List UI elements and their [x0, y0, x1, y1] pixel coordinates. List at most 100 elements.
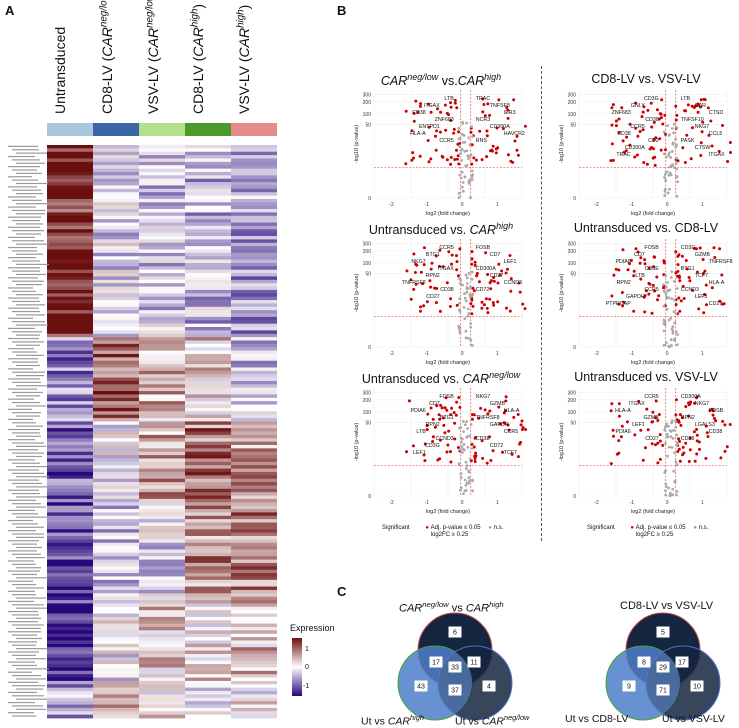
heatmap-cell	[47, 707, 93, 712]
heatmap-cell	[185, 175, 231, 180]
ns-point	[667, 296, 671, 300]
heatmap-cell	[231, 397, 277, 402]
ns-point	[468, 434, 471, 438]
heatmap-cell	[231, 414, 277, 419]
gene-label-mark	[16, 496, 47, 498]
x-tick-label: 1	[496, 202, 499, 208]
gene-label: CCR5	[504, 429, 518, 435]
ns-legend-text: n.s.	[493, 525, 504, 531]
heatmap-cell	[93, 704, 139, 709]
heatmap-cell	[47, 360, 93, 365]
heatmap-cell	[139, 485, 185, 490]
ns-point	[664, 341, 668, 345]
heatmap-cell	[139, 202, 185, 207]
heatmap-cell	[185, 667, 231, 672]
gene-label-mark	[16, 304, 45, 306]
y-tick-label: 50	[570, 123, 576, 129]
heatmap-cell	[185, 653, 231, 658]
heatmap-cell	[139, 532, 185, 537]
significant-point	[658, 433, 662, 437]
ns-point	[675, 493, 678, 497]
heatmap-cell	[185, 145, 231, 149]
heatmap-cell	[47, 552, 93, 557]
ns-point	[672, 280, 676, 283]
heatmap-cell	[93, 451, 139, 456]
significant-point	[612, 434, 615, 438]
ns-point	[664, 424, 668, 428]
gene-label: FOSB	[644, 245, 659, 251]
significant-point	[449, 450, 452, 454]
heatmap-cell	[231, 411, 277, 416]
heatmap-cell	[139, 640, 185, 645]
significant-point	[502, 411, 506, 415]
heatmap-cell	[139, 249, 185, 254]
heatmap-cell	[93, 512, 139, 517]
y-axis-title: -log10 (p-value)	[559, 274, 565, 313]
heatmap-cell	[93, 660, 139, 665]
y-tick-label: 50	[365, 272, 371, 278]
significant-point	[620, 106, 624, 110]
heatmap-cell	[231, 357, 277, 362]
significant-point	[687, 414, 691, 418]
heatmap-cell	[231, 236, 277, 240]
heatmap-cell	[139, 428, 185, 432]
significant-point	[457, 130, 460, 134]
gene-label-mark	[16, 648, 47, 650]
gene-label: PASK	[681, 138, 695, 144]
significant-point	[702, 311, 706, 315]
heatmap-cell	[139, 259, 185, 264]
ns-point	[464, 273, 468, 277]
heatmap-cell	[185, 286, 231, 291]
gene-label: FOSB	[439, 394, 454, 400]
heatmap-cell	[93, 444, 139, 449]
significant-point	[436, 107, 440, 111]
significant-point	[470, 143, 474, 147]
significant-point	[645, 407, 649, 411]
gene-label-mark	[8, 337, 39, 340]
significant-point	[455, 148, 458, 152]
heatmap-cell	[185, 148, 231, 153]
heatmap-cell	[139, 212, 185, 217]
significant-point	[609, 159, 613, 163]
heatmap-cell	[139, 340, 185, 345]
heatmap-cell	[231, 205, 277, 210]
heatmap-cell	[139, 707, 185, 712]
significant-point	[447, 429, 451, 433]
ns-point	[467, 476, 471, 479]
significant-point	[652, 138, 656, 142]
significant-point	[657, 413, 661, 416]
gene-label-mark	[12, 240, 44, 242]
gene-label-mark	[8, 701, 35, 704]
gene-label-mark	[12, 189, 41, 191]
heatmap-cell	[93, 529, 139, 534]
significant-point	[492, 279, 496, 283]
heatmap-cell	[139, 488, 185, 493]
heatmap-cell	[139, 714, 185, 719]
heatmap-cell	[93, 165, 139, 169]
y-tick-label: 100	[363, 261, 372, 267]
significant-point	[650, 311, 654, 315]
heatmap-cell	[93, 239, 139, 244]
heatmap-cell	[47, 222, 93, 227]
significant-point	[438, 457, 442, 461]
significant-point	[496, 300, 500, 304]
sig-legend-text-2b: log2FC ≥ 0.25	[635, 532, 674, 538]
ns-point	[458, 173, 462, 177]
heatmap-cell	[139, 492, 185, 496]
heatmap-cell	[93, 465, 139, 469]
ns-point	[672, 428, 676, 432]
significant-point	[656, 419, 660, 422]
ns-point	[470, 294, 473, 297]
venn-count-box	[482, 680, 496, 692]
heatmap-cell	[139, 407, 185, 412]
gene-label: BTG1	[440, 415, 454, 421]
ns-point	[670, 270, 674, 273]
significant-point	[692, 246, 696, 250]
heatmap-cell	[139, 242, 185, 247]
ns-point	[675, 156, 679, 160]
significant-point	[650, 146, 654, 149]
venn-count-box	[622, 680, 636, 692]
heatmap-cell	[47, 562, 93, 567]
